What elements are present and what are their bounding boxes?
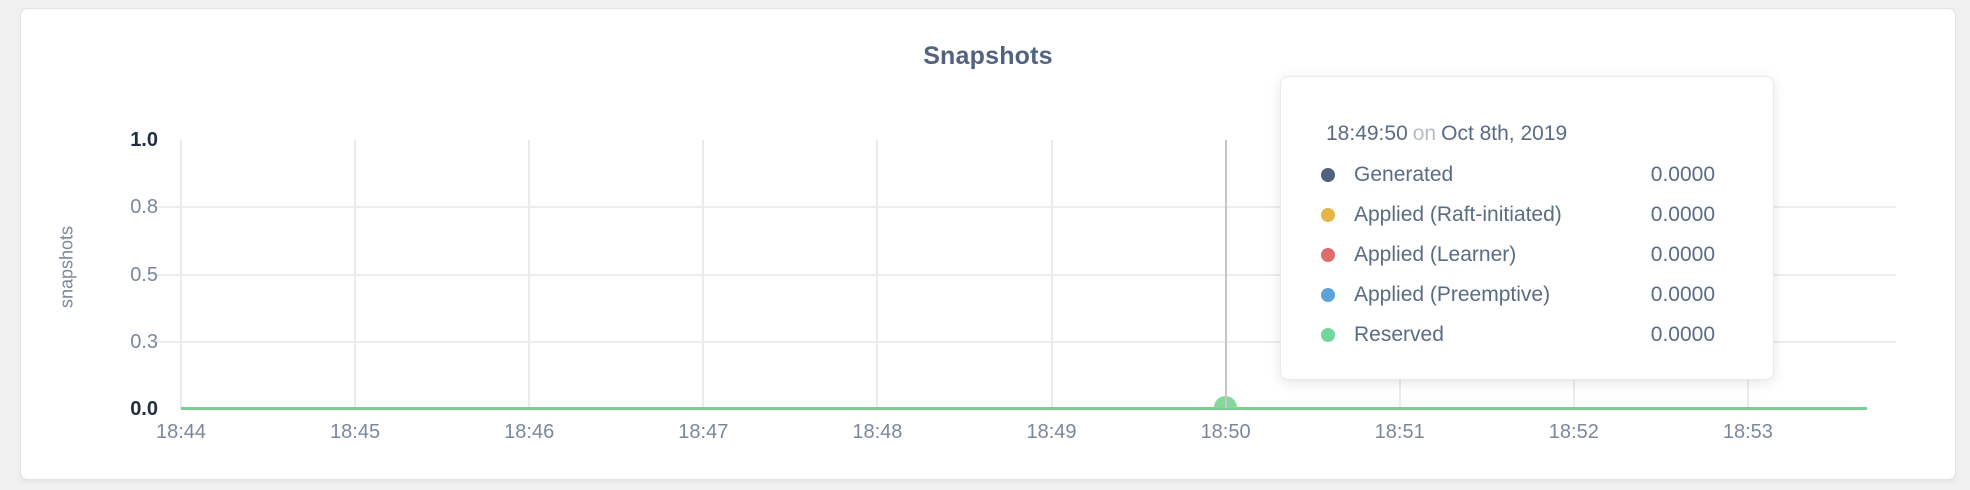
tooltip-date: Oct 8th, 2019 — [1441, 122, 1568, 145]
tooltip-series-value: 0.0000 — [1650, 243, 1715, 266]
tooltip-row: Applied (Learner) 0.0000 — [1321, 235, 1715, 275]
tooltip-time: 18:49:50 — [1326, 122, 1408, 145]
series-color-dot — [1321, 168, 1335, 182]
tooltip-rows: Generated 0.0000 Applied (Raft-initiated) 0… — [1321, 155, 1715, 355]
hover-cursor-line — [1224, 140, 1227, 408]
tooltip-series-label: Applied (Learner) — [1354, 243, 1517, 266]
x-tick-label: 18:48 — [852, 421, 903, 443]
tooltip-series-label: Generated — [1354, 163, 1454, 186]
gridline-vertical — [1050, 140, 1053, 409]
x-tick-label: 18:44 — [155, 421, 207, 443]
x-tick-label: 18:51 — [1374, 421, 1425, 443]
x-tick-label: 18:45 — [330, 421, 381, 443]
tooltip-connector: on — [1412, 122, 1437, 145]
gridline-horizontal — [153, 206, 1896, 209]
tooltip-series-value: 0.0000 — [1650, 283, 1715, 306]
series-line-reserved — [181, 407, 1867, 410]
x-tick-label: 18:53 — [1722, 421, 1773, 443]
series-color-dot — [1321, 248, 1335, 262]
gridline-vertical — [528, 140, 531, 409]
gridline-vertical — [354, 140, 357, 409]
hover-tooltip: 18:49:50 on Oct 8th, 2019 Generated 0.0000 A… — [1280, 76, 1774, 380]
tooltip-row: Applied (Preemptive) 0.0000 — [1321, 275, 1715, 315]
gridline-horizontal — [153, 273, 1896, 276]
tooltip-series-label: Applied (Preemptive) — [1354, 283, 1551, 306]
tooltip-series-value: 0.0000 — [1650, 203, 1715, 226]
tooltip-header: 18:49:50 on Oct 8th, 2019 — [1326, 121, 1743, 147]
y-tick-label: 0.5 — [130, 263, 158, 286]
y-tick-label: 0.8 — [130, 196, 158, 219]
x-tick-label: 18:46 — [504, 421, 555, 443]
tooltip-series-label: Applied (Raft-initiated) — [1354, 203, 1562, 226]
x-tick-label: 18:50 — [1200, 421, 1251, 443]
tooltip-row: Applied (Raft-initiated) 0.0000 — [1321, 195, 1715, 235]
tooltip-series-value: 0.0000 — [1650, 323, 1715, 346]
tooltip-row: Generated 0.0000 — [1321, 155, 1715, 195]
tooltip-row: Reserved 0.0000 — [1321, 315, 1715, 355]
y-tick-label: 0.0 — [130, 398, 158, 420]
tooltip-series-value: 0.0000 — [1650, 163, 1715, 186]
x-tick-label: 18:52 — [1548, 421, 1599, 443]
x-tick-label: 18:47 — [678, 421, 729, 443]
series-color-dot — [1321, 208, 1335, 222]
gridline-vertical — [180, 140, 182, 409]
gridline-vertical — [876, 140, 879, 409]
series-color-dot — [1321, 328, 1335, 342]
y-tick-label: 1.0 — [130, 129, 158, 151]
series-color-dot — [1321, 288, 1335, 302]
gridline-vertical — [702, 140, 705, 409]
tooltip-series-label: Reserved — [1354, 323, 1444, 346]
gridline-horizontal — [153, 340, 1896, 343]
x-tick-label: 18:49 — [1026, 421, 1077, 443]
chart-title: Snapshots — [923, 42, 1053, 70]
y-tick-label: 0.3 — [130, 330, 158, 353]
